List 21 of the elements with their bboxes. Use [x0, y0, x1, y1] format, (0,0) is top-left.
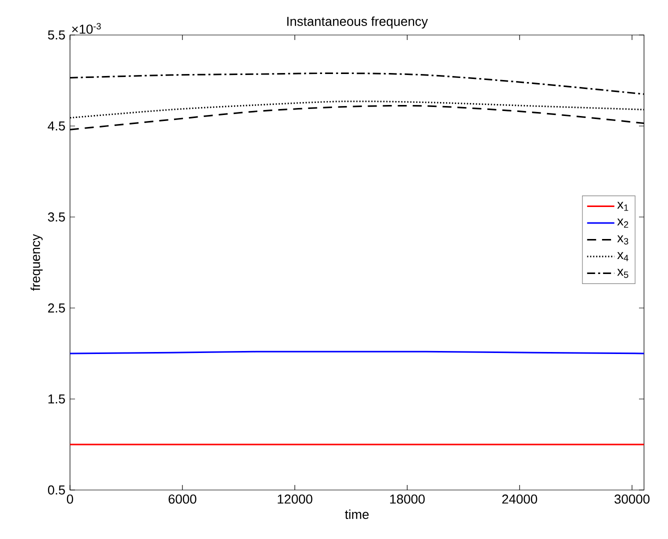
- y-tick-label: 3.5: [48, 212, 65, 222]
- x-tick-label: 6000: [168, 494, 196, 504]
- x-tick-label: 18000: [390, 494, 425, 504]
- x-tick-label: 0: [66, 494, 74, 504]
- x-tick-label: 30000: [614, 494, 650, 504]
- legend-label: x$_{1}$: [617, 202, 628, 211]
- legend-label: x$_{3}$: [617, 235, 628, 245]
- legend-label: x$_{5}$: [617, 268, 628, 278]
- legend-label: x$_{2}$: [617, 218, 628, 228]
- x-tick-label: 12000: [278, 494, 312, 504]
- y-tick-label: 1.5: [48, 394, 65, 404]
- y-tick-label: 0.5: [48, 485, 65, 495]
- x-axis-title: time: [344, 510, 369, 520]
- x-tick-label: 24000: [502, 494, 538, 504]
- y-axis-title: frequency: [30, 234, 43, 291]
- y-tick-label: 5.5: [48, 30, 65, 40]
- y-tick-label: 4.5: [48, 121, 65, 131]
- text: ×10$^{-3}$: [72, 23, 101, 34]
- chart-title: Instantaneous frequency: [287, 16, 428, 29]
- y-tick-label: 2.5: [48, 303, 65, 313]
- legend-label: x$_{4}$: [617, 252, 628, 262]
